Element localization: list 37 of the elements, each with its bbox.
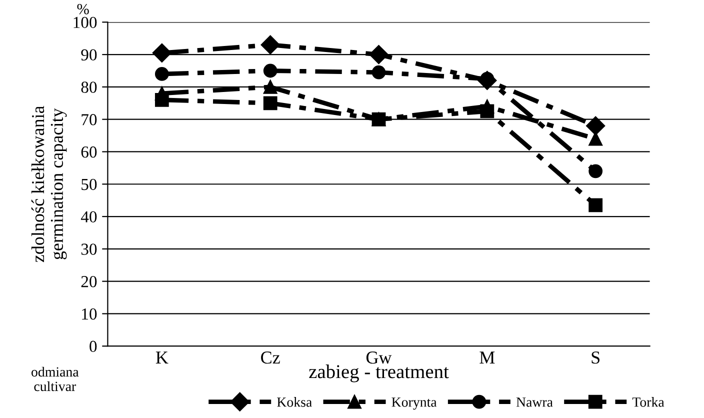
x-tick-label: Cz bbox=[261, 352, 280, 364]
y-tick-label: 80 bbox=[81, 82, 97, 93]
y-tick-label: 60 bbox=[81, 146, 97, 158]
legend-label: Koksa bbox=[277, 397, 312, 407]
point bbox=[260, 35, 280, 54]
y-tick-label: 90 bbox=[81, 49, 97, 60]
y-tick-label: 0 bbox=[90, 340, 97, 352]
point bbox=[263, 96, 278, 110]
x-tick-label: K bbox=[156, 352, 168, 364]
y-tick-label: 10 bbox=[82, 308, 97, 320]
point bbox=[586, 116, 606, 136]
y-axis-title: zdolność kiełkowania germination capacity bbox=[31, 106, 67, 262]
point bbox=[369, 45, 388, 64]
x-tick-label: Gw bbox=[366, 352, 392, 364]
text: % bbox=[77, 4, 89, 14]
y-tick-label: 30 bbox=[81, 244, 97, 255]
text: odmiana cultivar bbox=[32, 366, 79, 392]
point bbox=[154, 92, 169, 107]
point bbox=[480, 104, 494, 118]
point bbox=[372, 65, 386, 80]
x-axis-title: zabieg - treatment bbox=[309, 364, 449, 382]
y-tick-label: 70 bbox=[82, 114, 97, 126]
point bbox=[154, 67, 169, 81]
y-tick-label: 50 bbox=[82, 178, 97, 190]
legend-label: Torka bbox=[632, 397, 664, 407]
y-tick-label: 100 bbox=[74, 16, 97, 28]
x-tick-label: S bbox=[592, 352, 600, 364]
point bbox=[588, 164, 603, 178]
legend-label: Nawra bbox=[516, 398, 553, 407]
y-tick-label: 40 bbox=[80, 211, 97, 222]
y-tick-label: 20 bbox=[81, 276, 97, 288]
point bbox=[263, 64, 278, 78]
x-tick-label: M bbox=[480, 352, 495, 364]
point bbox=[588, 198, 603, 212]
legend-label: Korynta bbox=[392, 398, 437, 410]
point bbox=[152, 43, 172, 62]
point bbox=[263, 80, 278, 94]
